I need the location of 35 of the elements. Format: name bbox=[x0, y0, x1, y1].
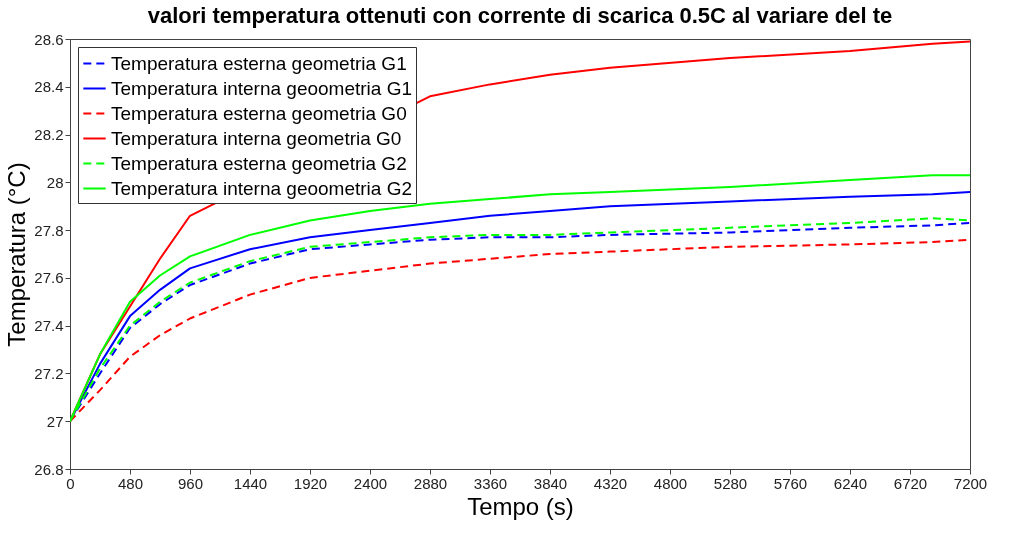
x-tick-label: 960 bbox=[177, 474, 204, 492]
x-tick-label: 3840 bbox=[533, 474, 568, 492]
x-tick-label: 5280 bbox=[713, 474, 748, 492]
x-axis-title: Tempo (s) bbox=[467, 492, 574, 520]
x-tick-label: 4320 bbox=[593, 474, 628, 492]
x-tick-label: 0 bbox=[66, 474, 75, 492]
x-tick-label: 6240 bbox=[833, 474, 868, 492]
y-tick-label: 28.6 bbox=[34, 30, 64, 48]
y-tick-label: 27.8 bbox=[34, 221, 64, 239]
y-axis-title: Temperatura (°C) bbox=[3, 162, 31, 347]
chart-title: valori temperatura ottenuti con corrente di scarica 0.5C al variare del te bbox=[147, 3, 893, 28]
x-tick-label: 480 bbox=[117, 474, 144, 492]
x-tick-label: 6720 bbox=[893, 474, 928, 492]
y-tick-label: 27.2 bbox=[34, 364, 64, 382]
legend-label: Temperatura interna geometria G0 bbox=[111, 127, 402, 149]
y-tick-label: 28.2 bbox=[34, 126, 64, 144]
y-tick-label: 27.4 bbox=[34, 317, 64, 335]
x-tick-label: 4800 bbox=[653, 474, 688, 492]
legend-label: Temperatura esterna geometria G2 bbox=[111, 152, 407, 174]
x-tick-label: 5760 bbox=[773, 474, 808, 492]
x-tick-label: 7200 bbox=[953, 474, 988, 492]
x-tick-label: 2400 bbox=[353, 474, 388, 492]
y-tick-label: 28.4 bbox=[34, 78, 64, 96]
x-tick-label: 1440 bbox=[233, 474, 268, 492]
legend-label: Temperatura interna geoometria G1 bbox=[111, 77, 412, 99]
y-tick-label: 27.6 bbox=[34, 269, 64, 287]
legend-label: Temperatura interna geoometria G2 bbox=[111, 177, 412, 199]
x-tick-label: 1920 bbox=[293, 474, 328, 492]
legend-label: Temperatura esterna geometria G0 bbox=[111, 102, 407, 124]
y-tick-label: 26.8 bbox=[34, 460, 64, 478]
legend-label: Temperatura esterna geometria G1 bbox=[111, 52, 407, 74]
y-tick-label: 28 bbox=[46, 173, 64, 191]
x-tick-label: 2880 bbox=[413, 474, 448, 492]
y-tick-label: 27 bbox=[46, 412, 64, 430]
x-tick-label: 3360 bbox=[473, 474, 508, 492]
